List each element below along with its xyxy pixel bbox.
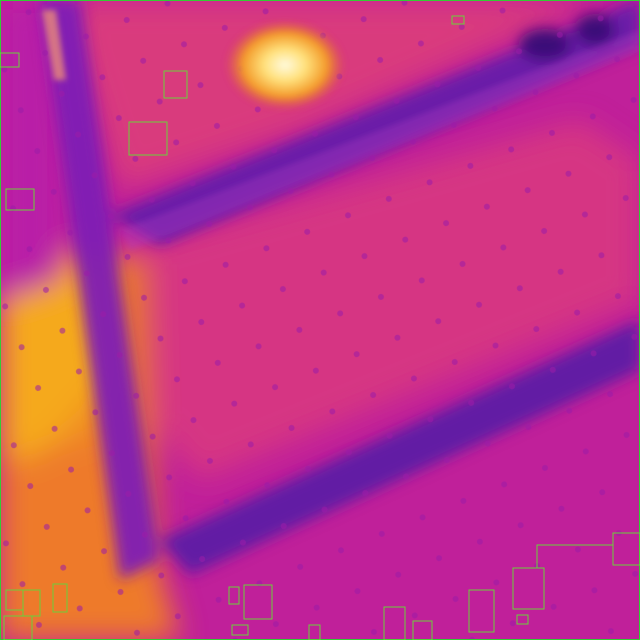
detection-box	[5, 589, 24, 611]
detection-box	[451, 15, 465, 25]
detection-box	[612, 532, 640, 566]
detection-box	[468, 589, 495, 633]
hotspot	[225, 20, 345, 110]
detection-box	[52, 583, 68, 613]
detection-box	[163, 70, 188, 99]
detection-box	[516, 614, 529, 625]
detection-box	[128, 121, 168, 156]
detection-box	[228, 586, 240, 605]
detection-box	[243, 584, 273, 620]
detection-box	[383, 606, 406, 640]
detection-box-connector	[536, 544, 613, 568]
annotation-boxes	[0, 15, 640, 640]
detection-box	[308, 624, 321, 640]
detection-box	[412, 620, 433, 640]
detection-box	[0, 52, 20, 68]
detection-box	[231, 624, 249, 636]
detection-box	[3, 615, 33, 640]
detection-box	[5, 188, 35, 211]
detection-box	[512, 567, 545, 610]
